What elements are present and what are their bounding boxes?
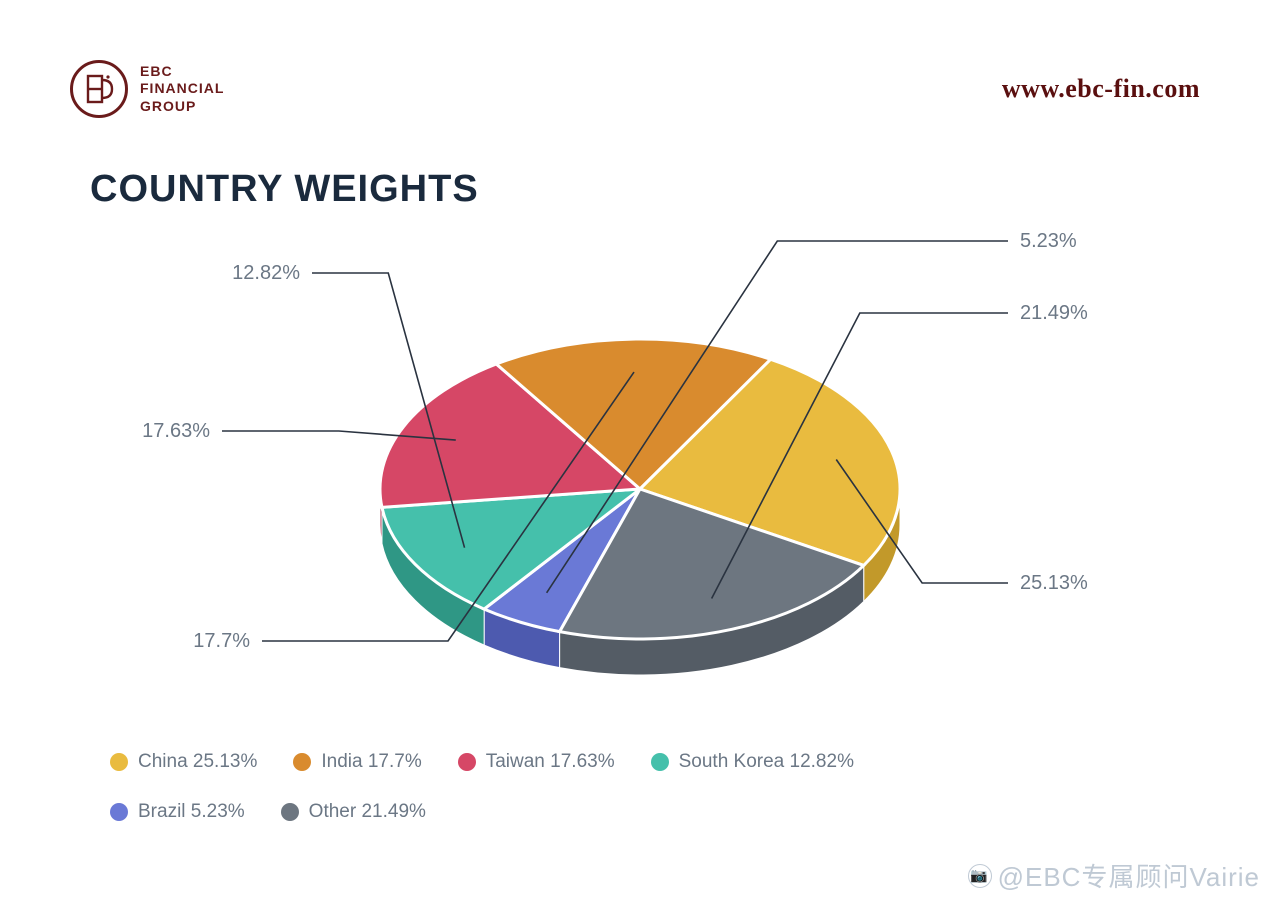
legend-item: South Korea 12.82% bbox=[651, 751, 854, 773]
site-url[interactable]: www.ebc-fin.com bbox=[1002, 74, 1200, 104]
callout-label: 17.63% bbox=[142, 420, 210, 442]
callout-label: 21.49% bbox=[1020, 302, 1088, 324]
brand-line-2: FINANCIAL bbox=[140, 80, 224, 98]
legend-swatch-icon bbox=[110, 803, 128, 821]
legend-item: China 25.13% bbox=[110, 751, 257, 773]
legend-swatch-icon bbox=[281, 803, 299, 821]
header: EBC FINANCIAL GROUP www.ebc-fin.com bbox=[0, 0, 1280, 138]
camera-icon: 📷 bbox=[968, 864, 992, 888]
legend-item: India 17.7% bbox=[293, 751, 421, 773]
watermark: 📷 @EBC专属顾问Vairie bbox=[968, 857, 1260, 894]
callout-label: 25.13% bbox=[1020, 572, 1088, 594]
legend-label: Brazil 5.23% bbox=[138, 801, 245, 823]
logo-mark-icon bbox=[70, 60, 128, 118]
callout-label: 17.7% bbox=[193, 630, 250, 652]
watermark-text: @EBC专属顾问Vairie bbox=[998, 857, 1260, 894]
legend-label: India 17.7% bbox=[321, 751, 421, 773]
pie-chart-svg: 5.23% 21.49% 25.13% 17.7% 17.63% 12.82% bbox=[90, 221, 1190, 741]
legend-item: Brazil 5.23% bbox=[110, 801, 245, 823]
legend: China 25.13% India 17.7% Taiwan 17.63% Sout… bbox=[110, 751, 1010, 823]
legend-label: South Korea 12.82% bbox=[679, 751, 854, 773]
pie-chart: 5.23% 21.49% 25.13% 17.7% 17.63% 12.82% bbox=[90, 221, 1190, 741]
brand-line-1: EBC bbox=[140, 63, 224, 81]
legend-swatch-icon bbox=[110, 753, 128, 771]
brand-line-3: GROUP bbox=[140, 98, 224, 116]
legend-swatch-icon bbox=[458, 753, 476, 771]
callout-label: 5.23% bbox=[1020, 230, 1077, 252]
logo-glyph-icon bbox=[82, 72, 116, 106]
legend-swatch-icon bbox=[293, 753, 311, 771]
brand-logo: EBC FINANCIAL GROUP bbox=[70, 60, 224, 118]
brand-name: EBC FINANCIAL GROUP bbox=[140, 63, 224, 116]
chart-title: COUNTRY WEIGHTS bbox=[90, 168, 1280, 211]
legend-label: Other 21.49% bbox=[309, 801, 426, 823]
legend-swatch-icon bbox=[651, 753, 669, 771]
legend-label: China 25.13% bbox=[138, 751, 257, 773]
callout-label: 12.82% bbox=[232, 262, 300, 284]
legend-item: Taiwan 17.63% bbox=[458, 751, 615, 773]
legend-label: Taiwan 17.63% bbox=[486, 751, 615, 773]
legend-item: Other 21.49% bbox=[281, 801, 426, 823]
